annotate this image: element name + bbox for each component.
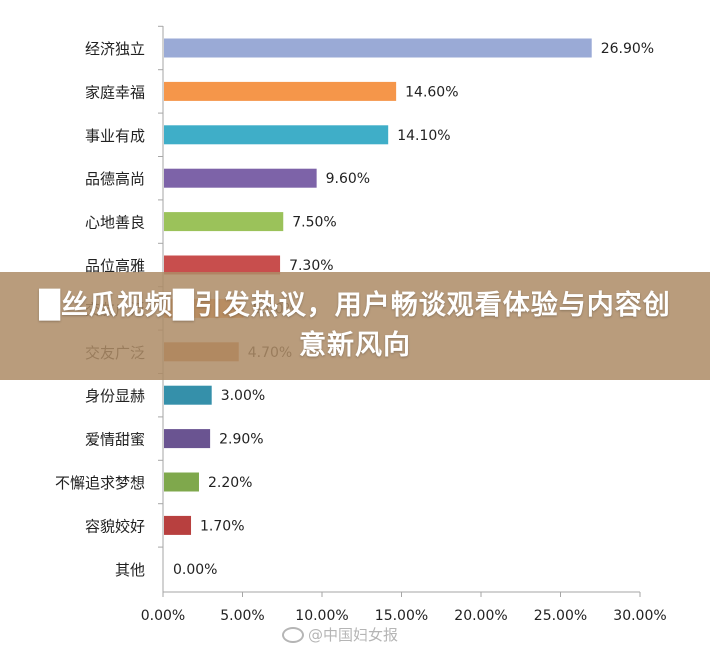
y-tick-label: 容貌姣好 <box>85 517 145 535</box>
data-label: 9.60% <box>326 171 370 187</box>
data-label: 14.10% <box>397 128 450 144</box>
x-tick-label: 5.00% <box>220 608 264 624</box>
data-label: 0.00% <box>173 562 217 578</box>
y-tick-label: 事业有成 <box>85 127 145 145</box>
data-label: 7.30% <box>289 258 333 274</box>
bar <box>164 385 212 405</box>
data-label: 2.90% <box>219 432 263 448</box>
y-tick-label: 家庭幸福 <box>85 83 145 101</box>
y-tick-label: 品德高尚 <box>85 170 145 188</box>
watermark: @中国妇女报 <box>282 624 398 645</box>
bar <box>164 515 192 535</box>
bar <box>164 472 199 492</box>
x-tick-label: 15.00% <box>375 608 428 624</box>
weibo-logo-icon <box>282 626 304 643</box>
y-tick-label: 爱情甜蜜 <box>85 431 145 449</box>
x-tick-label: 25.00% <box>534 608 587 624</box>
x-tick-label: 20.00% <box>454 608 507 624</box>
bar <box>164 81 397 101</box>
data-label: 3.00% <box>221 388 265 404</box>
data-label: 1.70% <box>200 518 244 534</box>
y-tick-label: 经济独立 <box>85 40 145 58</box>
watermark-text: @中国妇女报 <box>308 626 399 644</box>
data-label: 14.60% <box>405 84 458 100</box>
bar <box>164 125 389 145</box>
title-banner: █丝瓜视频█引发热议，用户畅谈观看体验与内容创意新风向 <box>0 272 710 380</box>
x-tick-label: 10.00% <box>295 608 348 624</box>
banner-title: █丝瓜视频█引发热议，用户畅谈观看体验与内容创意新风向 <box>39 290 671 361</box>
bar <box>164 168 317 188</box>
data-label: 2.20% <box>208 475 252 491</box>
y-tick-label: 品位高雅 <box>85 257 145 275</box>
data-label: 7.50% <box>292 215 336 231</box>
data-label: 26.90% <box>601 41 654 57</box>
bar <box>164 212 284 232</box>
bar <box>164 255 281 275</box>
bar <box>164 429 211 449</box>
y-tick-label: 心地善良 <box>85 214 145 232</box>
x-tick-label: 30.00% <box>613 608 666 624</box>
y-tick-label: 身份显赫 <box>85 387 145 405</box>
y-tick-label: 不懈追求梦想 <box>55 474 145 492</box>
bar <box>164 38 592 58</box>
y-tick-label: 其他 <box>115 561 145 579</box>
x-tick-label: 0.00% <box>141 608 185 624</box>
